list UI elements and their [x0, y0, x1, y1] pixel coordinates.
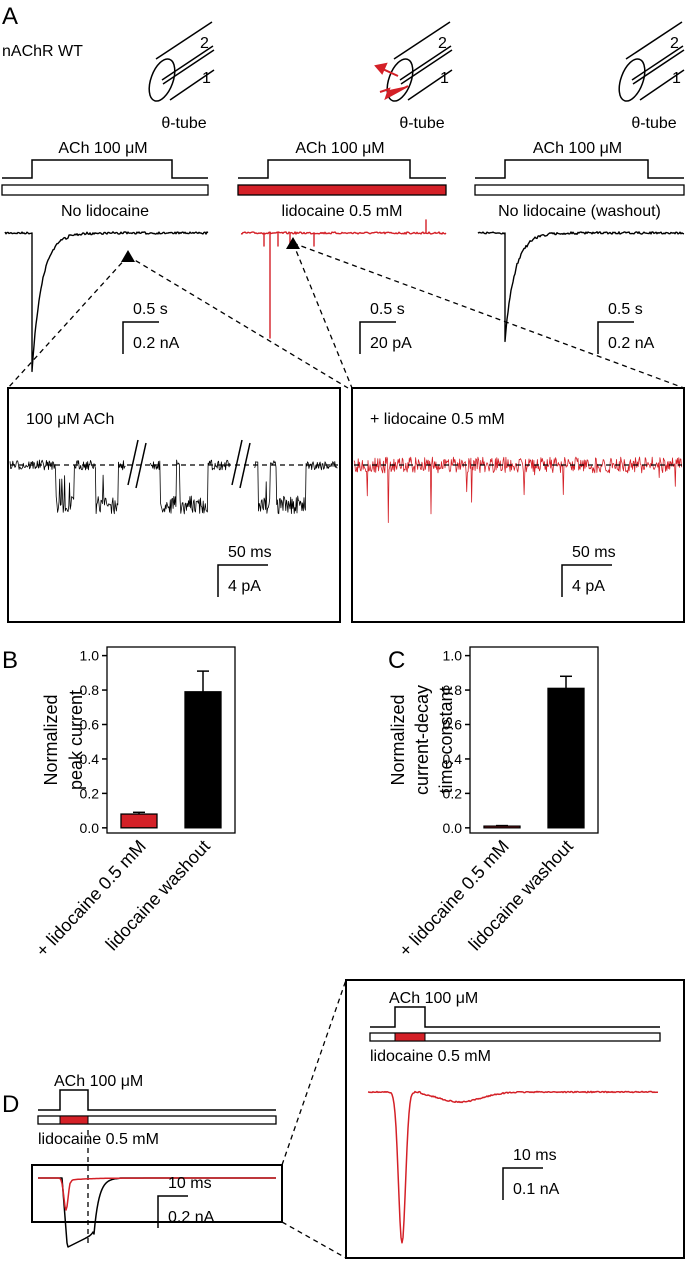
y-tick-label: 0.0 — [80, 820, 100, 836]
y-tick-label: 1.0 — [80, 648, 100, 664]
tube-port: 1 — [202, 70, 211, 87]
tube-label: θ-tube — [631, 115, 676, 132]
zoom-line — [8, 256, 128, 388]
solution-label: No lidocaine (washout) — [498, 203, 661, 220]
inset-title: 100 μM ACh — [26, 411, 114, 428]
single-channel-trace — [10, 460, 126, 514]
y-axis-label: peak current — [66, 690, 86, 790]
tube-label: θ-tube — [399, 115, 444, 132]
tube-label: θ-tube — [161, 115, 206, 132]
agonist-label: ACh 100 μM — [389, 990, 478, 1007]
y-axis-label: current-decay — [412, 685, 432, 795]
scale-time-label: 0.5 s — [133, 301, 168, 318]
bar — [121, 814, 157, 828]
tube-port: 1 — [440, 70, 449, 87]
zoom-line — [128, 256, 348, 388]
panel-label: B — [2, 647, 18, 674]
solution-label: lidocaine 0.5 mM — [282, 203, 403, 220]
zoom-box — [32, 1165, 282, 1222]
scale-time-label: 0.5 s — [370, 301, 405, 318]
agonist-label: ACh 100 μM — [54, 1073, 143, 1090]
solution-pulse — [60, 1116, 88, 1124]
agonist-step — [370, 1007, 660, 1027]
current-trace — [241, 220, 446, 338]
agonist-step — [38, 1090, 276, 1110]
current-trace — [368, 1091, 658, 1242]
agonist-step — [475, 160, 684, 178]
agonist-label: ACh 100 μM — [58, 140, 147, 157]
solution-bar — [2, 185, 208, 195]
solution-label: lidocaine 0.5 mM — [38, 1131, 159, 1148]
scale-current-label: 0.2 nA — [608, 335, 655, 352]
inset-box — [346, 980, 684, 1258]
scale-time-label: 50 ms — [228, 544, 272, 561]
scale-time-label: 10 ms — [513, 1147, 557, 1164]
single-channel-trace — [354, 457, 682, 523]
scale-time-label: 50 ms — [572, 544, 616, 561]
tube-port: 2 — [438, 35, 447, 52]
tube-port: 2 — [670, 35, 679, 52]
current-trace — [38, 1178, 276, 1210]
zoom-line — [282, 1222, 346, 1258]
single-channel-trace — [150, 460, 230, 514]
x-tick-label: + lidocaine 0.5 mM — [32, 836, 150, 960]
x-tick-label: + lidocaine 0.5 mM — [395, 836, 513, 960]
agonist-step — [2, 160, 208, 178]
construct-label: nAChR WT — [2, 43, 83, 60]
solution-bar — [475, 185, 684, 195]
scale-current-label: 0.2 nA — [168, 1209, 215, 1226]
single-channel-trace — [254, 461, 337, 514]
scale-current-label: 20 pA — [370, 335, 412, 352]
bar — [185, 692, 221, 828]
tube-port: 2 — [200, 35, 209, 52]
y-axis-label: time constant — [436, 686, 456, 793]
solution-label: lidocaine 0.5 mM — [370, 1048, 491, 1065]
scale-current-label: 0.2 nA — [133, 335, 180, 352]
current-trace — [38, 1178, 276, 1247]
agonist-step — [238, 160, 446, 178]
scale-time-label: 0.5 s — [608, 301, 643, 318]
scale-current-label: 4 pA — [228, 578, 261, 595]
flow-arrow — [376, 64, 408, 98]
y-tick-label: 1.0 — [443, 648, 463, 664]
panel-label: D — [2, 1091, 19, 1118]
solution-pulse — [395, 1033, 425, 1041]
zoom-line — [282, 980, 346, 1165]
y-axis-label: Normalized — [388, 694, 408, 785]
solution-bar — [238, 185, 446, 195]
panel-label: C — [388, 647, 405, 674]
scale-current-label: 0.1 nA — [513, 1181, 560, 1198]
y-tick-label: 0.0 — [443, 820, 463, 836]
zoom-line — [293, 243, 352, 388]
agonist-label: ACh 100 μM — [533, 140, 622, 157]
bar — [484, 826, 520, 828]
inset-title: + lidocaine 0.5 mM — [370, 411, 505, 428]
break-mark — [232, 440, 242, 485]
tube-port: 1 — [672, 70, 681, 87]
bar — [548, 688, 584, 828]
current-trace — [478, 232, 684, 342]
break-mark — [128, 440, 138, 485]
solution-label: No lidocaine — [61, 203, 149, 220]
scale-current-label: 4 pA — [572, 578, 605, 595]
agonist-label: ACh 100 μM — [295, 140, 384, 157]
y-axis-label: Normalized — [41, 694, 61, 785]
panel-label: A — [2, 3, 18, 30]
scale-time-label: 10 ms — [168, 1175, 212, 1192]
